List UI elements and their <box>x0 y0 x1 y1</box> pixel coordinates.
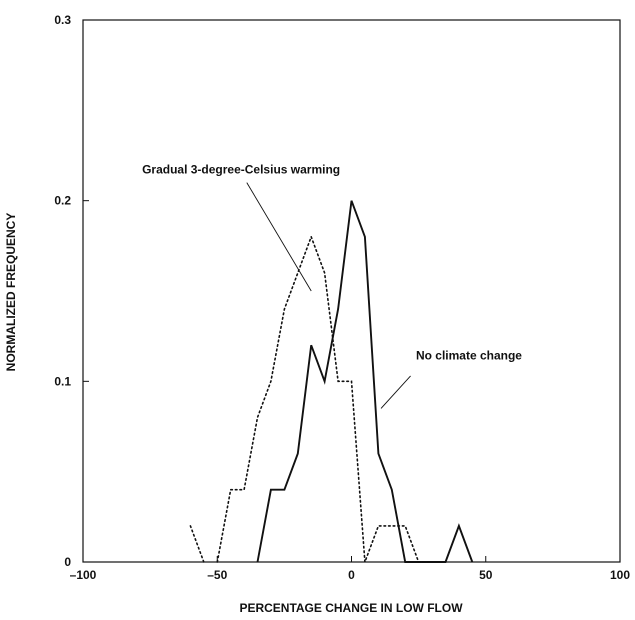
y-tick-label: 0.1 <box>54 374 71 388</box>
x-tick-label: 0 <box>348 568 355 582</box>
y-tick-label: 0.3 <box>54 13 71 27</box>
tick-labels: –100 –50 0 50 100 0 0.1 0.2 0.3 <box>54 13 630 582</box>
x-tick-label: –50 <box>207 568 227 582</box>
x-axis-label: PERCENTAGE CHANGE IN LOW FLOW <box>239 601 463 615</box>
x-tick-label: 50 <box>479 568 493 582</box>
y-axis-label: NORMALIZED FREQUENCY <box>4 213 18 372</box>
series-no-change-line <box>256 200 474 563</box>
series-warming-line <box>216 234 433 563</box>
annotation-label: No climate change <box>416 349 522 363</box>
plot-frame <box>82 19 621 563</box>
x-tick-label: –100 <box>70 568 97 582</box>
ticks <box>82 19 621 563</box>
annotation-layer: Gradual 3-degree-Celsius warming No clima… <box>142 163 522 409</box>
y-tick-label: 0.2 <box>54 194 71 208</box>
annotation-leader-line <box>380 375 411 409</box>
series-layer <box>189 200 474 563</box>
annotation-label: Gradual 3-degree-Celsius warming <box>142 163 340 177</box>
y-tick-label: 0 <box>64 555 71 569</box>
x-tick-label: 100 <box>610 568 630 582</box>
annotation-leader-line <box>246 182 312 292</box>
series-warming-line <box>189 525 205 563</box>
